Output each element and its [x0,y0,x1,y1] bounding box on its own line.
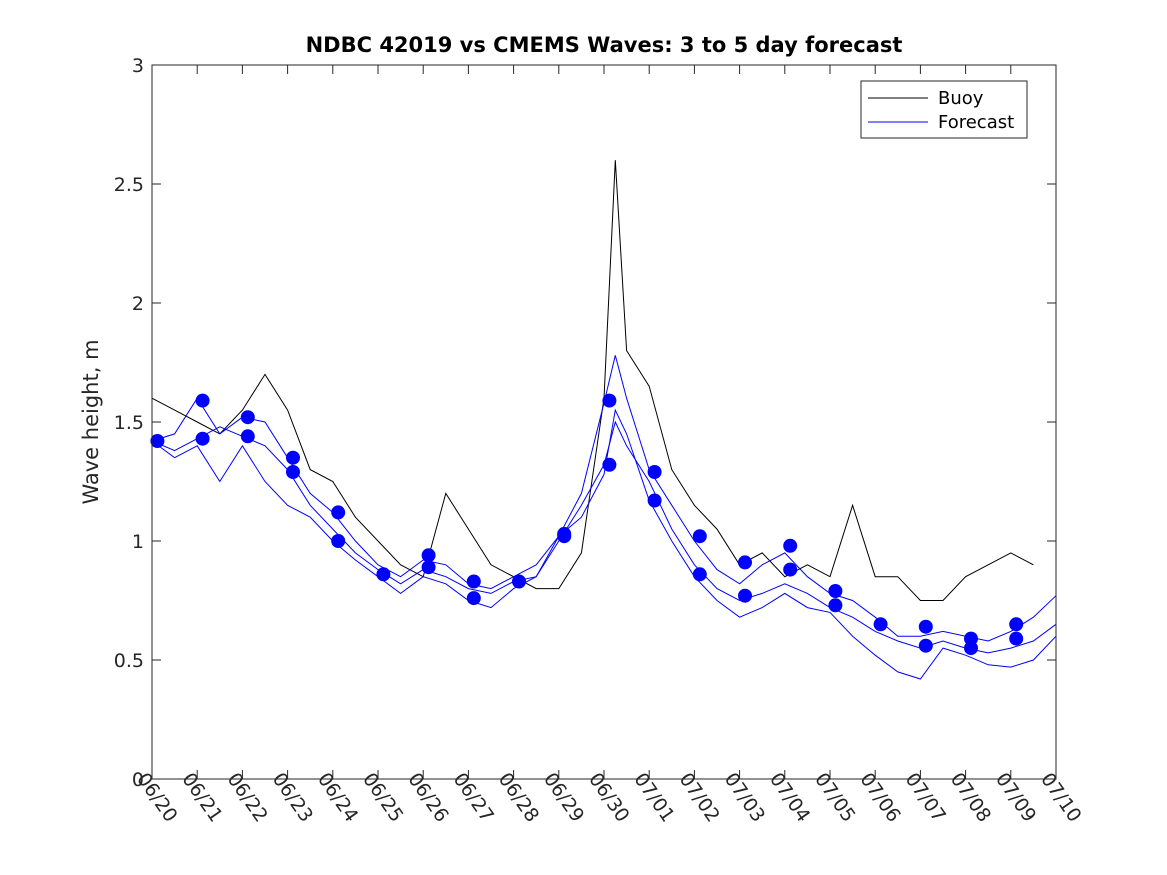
forecast-marker [918,638,933,653]
forecast-marker [918,619,933,634]
forecast-marker [286,450,300,465]
legend-box [860,80,1028,139]
y-axis-ticks: 0 0.5 1 1.5 2 2.5 3 [114,55,1056,791]
forecast-markers-layer [150,393,1024,656]
y-tick-label: 1 [132,531,144,553]
legend-buoy-label: Buoy [938,88,984,109]
forecast-marker [602,457,617,472]
forecast-marker [195,431,210,446]
forecast-marker [647,465,662,479]
forecast-marker [150,434,165,448]
y-tick-label: 2 [132,293,144,315]
forecast-marker [964,641,978,656]
y-tick-label: 3 [132,55,144,77]
y-axis-label: Wave height, m [79,339,103,504]
forecast-marker [692,567,707,582]
forecast-series-layer [151,355,1057,680]
forecast-marker [738,555,752,570]
forecast-series-line-2 [151,355,1057,642]
forecast-marker [376,567,391,582]
forecast-marker [331,534,346,548]
forecast-marker [873,617,888,632]
forecast-marker [602,393,617,408]
y-tick-label: 0 [132,769,144,791]
forecast-marker [331,505,346,520]
forecast-marker [738,588,752,603]
y-tick-label: 0.5 [114,650,144,672]
forecast-marker [512,574,526,589]
forecast-marker [286,465,300,479]
forecast-marker [240,410,255,425]
forecast-marker [1009,631,1024,646]
forecast-marker [692,529,707,544]
forecast-marker [240,429,255,444]
forecast-marker [828,584,843,598]
forecast-marker [421,560,436,575]
forecast-marker [647,493,662,508]
forecast-marker [783,562,798,577]
forecast-marker [557,529,572,544]
forecast-marker [828,598,843,613]
legend: Buoy Forecast [860,80,1028,139]
forecast-series-line-3 [151,408,1057,680]
forecast-marker [466,591,481,606]
forecast-marker [783,538,798,553]
legend-forecast-label: Forecast [938,112,1014,133]
forecast-marker [421,548,436,563]
y-tick-label: 1.5 [114,412,144,434]
plot-area [150,64,1057,780]
forecast-marker [1009,617,1024,632]
y-tick-label: 2.5 [114,174,144,196]
axes-background [152,65,1056,779]
forecast-marker [195,393,210,408]
forecast-marker [466,574,481,589]
chart-title: NDBC 42019 vs CMEMS Waves: 3 to 5 day fo… [306,33,903,57]
